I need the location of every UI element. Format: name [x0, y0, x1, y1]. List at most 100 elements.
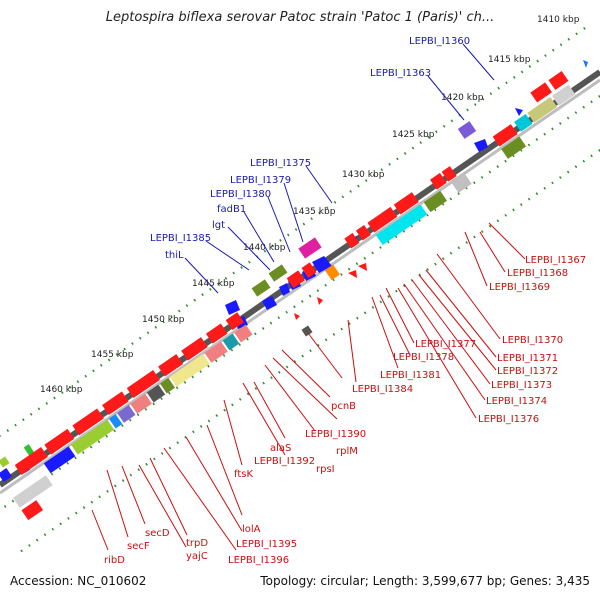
- gene-feature: [117, 405, 136, 423]
- gene-label-lepbi-i1392: LEPBI_I1392: [254, 456, 315, 467]
- gene-label-lepbi-i1380: LEPBI_I1380: [210, 189, 271, 200]
- gene-label-lola: lolA: [242, 524, 261, 535]
- backbone-inner-line: [0, 78, 600, 495]
- gene-label-lepbi-i1390: LEPBI_I1390: [305, 429, 366, 440]
- gene-feature: [358, 263, 367, 271]
- gene-label-lepbi-i1376: LEPBI_I1376: [478, 414, 539, 425]
- gene-feature: [160, 377, 176, 394]
- gene-label-rpsi: rpsI: [316, 464, 335, 475]
- gene-label-lepbi-i1378: LEPBI_I1378: [393, 352, 454, 363]
- gene-feature: [169, 354, 210, 387]
- gene-feature: [204, 341, 228, 363]
- gene-label-lepbi-i1371: LEPBI_I1371: [497, 353, 558, 364]
- kbp-tick-1430: 1430 kbp: [342, 170, 385, 180]
- kbp-tick-1435: 1435 kbp: [293, 207, 336, 217]
- gene-label-lepbi-i1375: LEPBI_I1375: [250, 158, 311, 169]
- gene-feature: [126, 370, 160, 399]
- gene-label-ribd: ribD: [104, 555, 125, 566]
- gene-feature: [430, 172, 447, 190]
- upper-gene-labels: LEPBI_I1360 LEPBI_I1363 LEPBI_I1375 LEPB…: [150, 36, 470, 261]
- gene-feature: [530, 82, 552, 103]
- gene-label-lepbi-i1396: LEPBI_I1396: [228, 555, 289, 566]
- gene-feature: [44, 428, 75, 455]
- gene-label-secf: secF: [127, 541, 150, 552]
- kbp-tick-1425: 1425 kbp: [392, 130, 435, 140]
- gene-label-lepbi-i1372: LEPBI_I1372: [497, 366, 558, 377]
- gene-label-secd: secD: [145, 528, 170, 539]
- kbp-tick-1445: 1445 kbp: [192, 279, 235, 289]
- gene-label-lepbi-i1384: LEPBI_I1384: [352, 384, 413, 395]
- gene-feature: [102, 391, 129, 416]
- gene-feature: [501, 136, 527, 159]
- gene-label-pcnb: pcnB: [331, 401, 356, 412]
- gene-feature: [527, 96, 558, 123]
- gene-feature: [0, 456, 10, 468]
- lower-guide-dots: [19, 149, 600, 553]
- gene-feature: [317, 297, 323, 305]
- gene-feature: [225, 300, 240, 315]
- gene-feature: [355, 225, 371, 241]
- reverse-leader-lines: [91, 222, 526, 551]
- gene-feature: [583, 60, 588, 68]
- gene-feature: [492, 124, 518, 147]
- gene-label-lepbi-i1381: LEPBI_I1381: [380, 370, 441, 381]
- gene-label-lepbi-i1373: LEPBI_I1373: [491, 380, 552, 391]
- gene-feature: [375, 204, 428, 245]
- gene-feature: [301, 325, 313, 337]
- gene-label-alas: alaS: [270, 443, 291, 454]
- gene-feature: [146, 384, 166, 403]
- gene-feature: [23, 444, 35, 456]
- kbp-tick-1420: 1420 kbp: [441, 93, 484, 103]
- gene-feature: [43, 446, 76, 474]
- gene-feature: [225, 312, 245, 331]
- gene-label-thil: thiL: [165, 250, 184, 261]
- gene-feature: [324, 264, 340, 281]
- kbp-ticks: 1410 kbp 1415 kbp 1420 kbp 1425 kbp 1430…: [40, 15, 580, 395]
- gene-features[interactable]: [0, 60, 600, 521]
- genome-summary-text: Topology: circular; Length: 3,599,677 bp…: [260, 574, 590, 588]
- gene-feature: [21, 500, 44, 521]
- gene-feature: [279, 283, 290, 296]
- gene-feature: [0, 468, 12, 482]
- accession-text: Accession: NC_010602: [10, 574, 147, 588]
- map-title: Leptospira biflexa serovar Patoc strain …: [105, 10, 495, 25]
- gene-feature: [451, 173, 472, 193]
- gene-feature: [205, 323, 228, 344]
- kbp-tick-1460: 1460 kbp: [40, 385, 83, 395]
- gene-feature: [348, 270, 357, 278]
- gene-feature: [108, 414, 123, 429]
- gene-feature: [72, 408, 104, 436]
- gene-feature: [286, 270, 305, 289]
- forward-leader-lines: [184, 43, 495, 294]
- gene-feature: [222, 333, 240, 351]
- gene-feature: [130, 393, 152, 414]
- gene-label-lepbi-i1360: LEPBI_I1360: [409, 36, 470, 47]
- gene-feature: [423, 190, 448, 213]
- gene-feature: [158, 354, 184, 377]
- gene-label-ftsk: ftsK: [234, 469, 253, 480]
- gene-feature: [514, 113, 533, 132]
- gene-feature: [548, 71, 569, 90]
- gene-label-yajc: yajC: [186, 551, 208, 562]
- guide-dots: [0, 27, 600, 553]
- gene-label-rplm: rplM: [336, 446, 358, 457]
- gene-feature: [12, 475, 53, 508]
- gene-label-fadb1: fadB1: [217, 204, 246, 215]
- gene-label-lepbi-i1377: LEPBI_I1377: [415, 339, 476, 350]
- gene-feature: [393, 192, 419, 215]
- gene-feature: [552, 84, 576, 106]
- kbp-tick-1410: 1410 kbp: [537, 15, 580, 25]
- kbp-tick-1440: 1440 kbp: [243, 243, 286, 253]
- gene-feature: [234, 324, 253, 343]
- gene-feature: [268, 264, 288, 282]
- gene-label-lepbi-i1363: LEPBI_I1363: [370, 68, 431, 79]
- gene-label-lepbi-i1370: LEPBI_I1370: [502, 335, 563, 346]
- gene-label-lepbi-i1369: LEPBI_I1369: [489, 282, 550, 293]
- gene-label-lepbi-i1395: LEPBI_I1395: [236, 539, 297, 550]
- kbp-tick-1415: 1415 kbp: [488, 55, 531, 65]
- gene-feature: [312, 256, 332, 273]
- gene-label-lepbi-i1367: LEPBI_I1367: [525, 255, 586, 266]
- gene-feature: [251, 279, 271, 297]
- gene-label-lepbi-i1379: LEPBI_I1379: [230, 175, 291, 186]
